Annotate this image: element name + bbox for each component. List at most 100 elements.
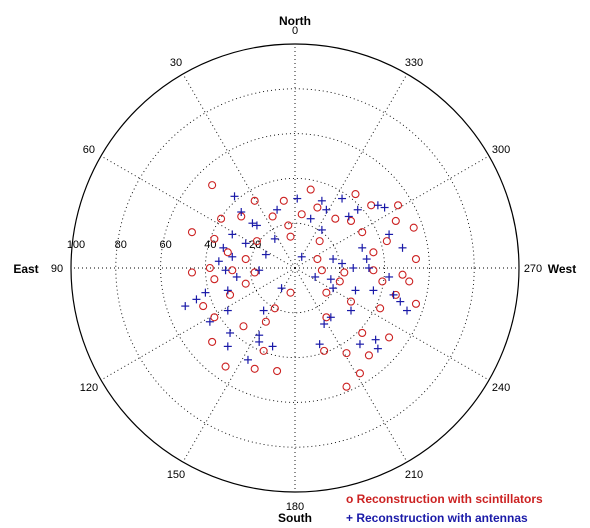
scintillator-point xyxy=(187,268,197,277)
antenna-point xyxy=(349,264,358,272)
scintillator-point xyxy=(411,254,421,264)
antenna-point xyxy=(326,313,335,322)
scintillator-point xyxy=(268,212,277,221)
antenna-point xyxy=(223,306,232,315)
antenna-point xyxy=(351,286,360,295)
antenna-point xyxy=(385,230,394,239)
angle-tick-label: 330 xyxy=(405,57,423,69)
scintillator-point xyxy=(398,270,407,279)
scintillator-point xyxy=(393,201,403,210)
scintillator-point xyxy=(322,288,331,297)
scintillator-point xyxy=(297,210,306,219)
antenna-point xyxy=(255,331,264,340)
grid-spoke xyxy=(294,267,408,463)
grid-spoke xyxy=(294,267,490,381)
angle-tick-label: 0 xyxy=(292,25,298,37)
angle-tick-label: 210 xyxy=(405,469,423,481)
scintillator-point xyxy=(286,288,295,297)
scintillator-point xyxy=(210,275,219,284)
antenna-point xyxy=(293,194,302,203)
antenna-point xyxy=(223,286,232,295)
angle-tick-label: 180 xyxy=(286,501,304,513)
antenna-point xyxy=(306,214,315,223)
scintillator-point xyxy=(259,346,268,355)
antenna-point xyxy=(223,342,232,351)
scintillator-point xyxy=(217,214,226,223)
tick-labels: 0 30 60 90 120 150 180 210 240 270 300 330 20 40 60 80 1… xyxy=(51,25,542,513)
antenna-point xyxy=(403,306,411,315)
scintillator-point xyxy=(378,277,387,286)
angle-tick-label: 270 xyxy=(524,263,542,275)
scintillator-point xyxy=(405,277,414,286)
grid-spoke xyxy=(294,73,408,269)
scintillator-point xyxy=(385,333,394,342)
scintillator-point xyxy=(340,268,349,277)
antenna-point xyxy=(226,328,235,337)
scintillator-point xyxy=(223,248,232,257)
antenna-point xyxy=(396,297,405,306)
antenna-point xyxy=(355,340,364,349)
antenna-point xyxy=(230,192,239,201)
scintillator-point xyxy=(241,279,250,288)
antenna-point xyxy=(232,272,241,281)
legend-scintillators: o Reconstruction with scintillators xyxy=(346,492,543,506)
antenna-point xyxy=(268,342,277,351)
radial-tick-label: 80 xyxy=(115,239,127,251)
scintillator-point xyxy=(270,304,279,313)
antenna-point xyxy=(192,295,201,304)
scintillator-point xyxy=(241,254,250,264)
angle-tick-label: 60 xyxy=(83,144,95,156)
scintillator-point xyxy=(358,228,367,237)
scintillator-point xyxy=(273,366,282,376)
scintillator-point xyxy=(187,228,197,237)
polar-grid xyxy=(70,43,520,493)
scintillator-point xyxy=(351,190,360,199)
angle-tick-label: 90 xyxy=(51,263,63,275)
scintillator-point xyxy=(331,214,340,223)
antenna-point xyxy=(255,266,264,275)
scintillator-point xyxy=(409,223,418,232)
antenna-point xyxy=(371,335,380,344)
antenna-point xyxy=(389,290,398,299)
outer-circle xyxy=(70,43,520,493)
west-label: West xyxy=(548,262,576,276)
antenna-point xyxy=(317,196,326,205)
scintillator-point xyxy=(208,181,217,190)
antenna-point xyxy=(241,239,250,248)
antenna-point xyxy=(338,194,347,203)
scintillator-point xyxy=(252,237,261,246)
antenna-point xyxy=(252,221,261,230)
antenna-point xyxy=(270,234,279,243)
grid-spoke xyxy=(100,155,296,269)
angle-tick-label: 300 xyxy=(492,144,510,156)
grid-spoke xyxy=(182,267,296,463)
scintillator-point xyxy=(228,266,237,275)
grid-spoke xyxy=(294,155,490,269)
antenna-point xyxy=(380,203,389,212)
scintillator-point xyxy=(342,349,351,358)
scintillator-point xyxy=(358,328,367,338)
antenna-point xyxy=(320,320,329,328)
scintillator-point xyxy=(411,299,421,308)
antenna-point xyxy=(297,252,306,261)
scintillator-point xyxy=(239,322,248,331)
antenna-point xyxy=(362,255,371,264)
scintillator-point xyxy=(346,297,356,306)
antenna-point xyxy=(317,225,326,234)
scintillator-point xyxy=(335,277,344,286)
antenna-point xyxy=(364,264,373,272)
antenna-point xyxy=(373,344,382,353)
grid-spoke xyxy=(182,73,296,269)
scintillator-point xyxy=(306,185,315,194)
scintillator-point xyxy=(279,196,288,205)
legend-antennas: + Reconstruction with antennas xyxy=(346,511,528,525)
antenna-point xyxy=(205,317,214,326)
south-label: South xyxy=(278,511,312,525)
scintillator-point xyxy=(391,216,400,226)
data-points xyxy=(181,181,421,391)
scintillator-point xyxy=(369,266,378,275)
antenna-point xyxy=(322,205,331,214)
north-label: North xyxy=(279,14,311,28)
antenna-point xyxy=(248,219,257,228)
